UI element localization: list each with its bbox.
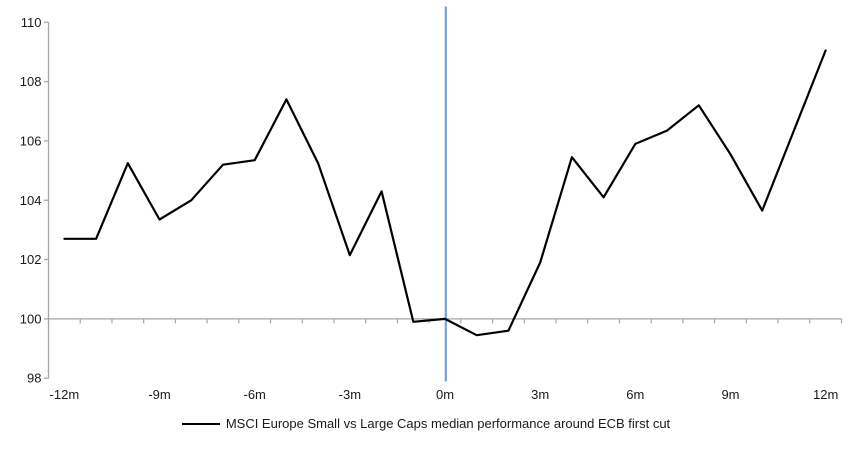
- legend-label: MSCI Europe Small vs Large Caps median p…: [225, 416, 671, 431]
- y-axis-tick-label: 104: [20, 193, 42, 208]
- y-axis-tick-label: 106: [20, 133, 42, 148]
- y-axis-tick-label: 100: [20, 311, 42, 326]
- series-line-msci: [63, 49, 827, 337]
- x-axis-tick-label: -12m: [50, 387, 80, 402]
- legend-line-icon: [181, 422, 220, 425]
- x-axis-tick-label: 3m: [531, 387, 549, 402]
- x-axis-tick-label: 9m: [721, 387, 739, 402]
- x-axis-tick-label: -9m: [148, 387, 170, 402]
- x-axis-tick-label: 12m: [813, 387, 838, 402]
- legend: MSCI Europe Small vs Large Caps median p…: [0, 416, 852, 431]
- x-axis-tick-label: 6m: [626, 387, 644, 402]
- x-axis-tick-label: -6m: [243, 387, 265, 402]
- y-axis-tick-label: 102: [20, 252, 42, 267]
- y-axis-tick-label: 98: [27, 371, 41, 386]
- y-axis-tick-label: 108: [20, 74, 42, 89]
- x-axis-tick-label: 0m: [436, 387, 454, 402]
- x-axis-tick-label: -3m: [339, 387, 361, 402]
- y-axis-tick-label: 110: [21, 15, 42, 30]
